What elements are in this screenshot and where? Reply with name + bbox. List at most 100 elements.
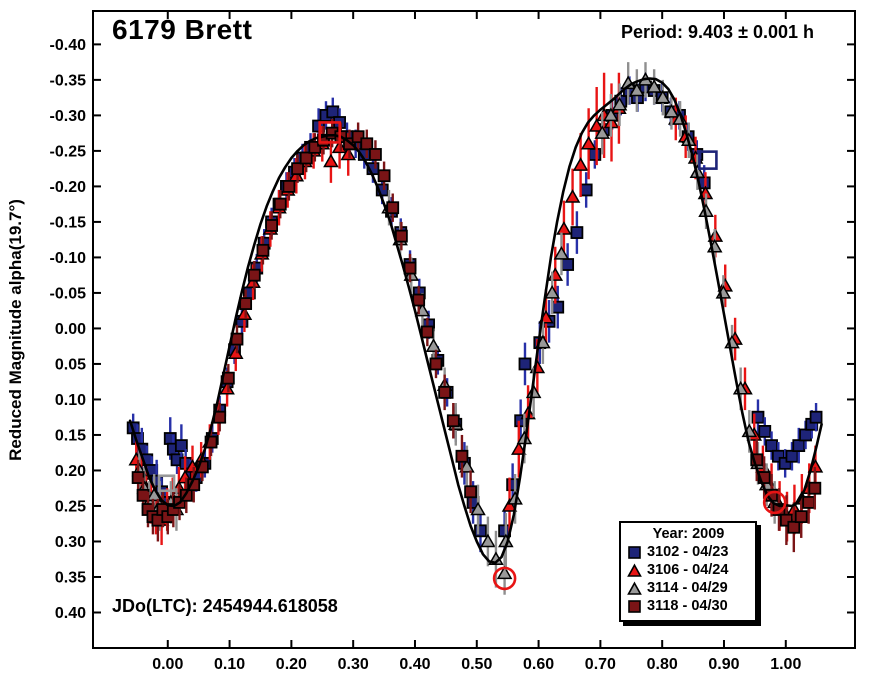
- legend-triangle-gray-icon: [627, 581, 642, 595]
- data-point-square: [446, 414, 460, 428]
- y-tick-label: 0.30: [55, 534, 86, 551]
- data-point-square: [551, 300, 565, 314]
- data-point-square: [808, 481, 822, 495]
- data-point-square: [514, 414, 528, 428]
- data-point-square: [403, 261, 417, 275]
- data-point-triangle: [340, 146, 357, 161]
- data-point-square: [809, 410, 823, 424]
- data-point-triangle: [501, 498, 518, 512]
- x-tick-label: 0.70: [585, 656, 616, 673]
- data-point-square: [579, 183, 593, 197]
- data-point-square: [794, 510, 808, 524]
- data-point-triangle: [580, 135, 597, 150]
- data-point-square: [771, 449, 785, 463]
- y-tick-label: 0.20: [55, 463, 86, 480]
- data-point-square: [282, 180, 296, 193]
- rejected-point-circle: [492, 566, 517, 591]
- plot-frame: [92, 10, 856, 649]
- x-tick-label: 0.30: [338, 656, 369, 673]
- data-point-square: [464, 485, 478, 499]
- data-point-square: [369, 148, 382, 161]
- data-point-triangle: [603, 107, 619, 122]
- fit-curve: [128, 77, 823, 565]
- data-point-square: [299, 151, 313, 165]
- data-point-square: [291, 162, 304, 176]
- data-point-triangle: [219, 380, 235, 395]
- data-point-triangle: [594, 125, 611, 139]
- legend-triangle-red-icon: [627, 563, 642, 577]
- data-point-square: [751, 410, 765, 424]
- data-point-triangle: [184, 458, 201, 473]
- legend-entry-label: 3106 - 04/24: [647, 562, 729, 578]
- y-tick-label: -0.10: [50, 250, 87, 267]
- x-tick-label: 0.40: [399, 656, 430, 673]
- data-point-square: [758, 425, 772, 438]
- data-point-square: [195, 460, 209, 474]
- y-tick-label: -0.40: [50, 37, 87, 54]
- data-point-square: [561, 258, 575, 271]
- data-point-triangle: [511, 441, 527, 455]
- data-point-square: [360, 137, 374, 151]
- y-tick-label: -0.20: [50, 179, 87, 196]
- y-tick-label: -0.25: [50, 143, 87, 160]
- x-tick-label: 0.50: [461, 656, 492, 673]
- legend-box: Year: 2009 3102 - 04/23 3106 - 04/24 311…: [619, 521, 757, 622]
- data-point-square: [429, 357, 443, 371]
- data-point-triangle: [245, 274, 261, 289]
- legend-year-title: Year: 2009: [652, 526, 725, 542]
- data-point-triangle: [663, 103, 680, 118]
- jdo-annotation: JDo(LTC): 2454944.618058: [112, 596, 338, 616]
- data-point-triangle: [496, 565, 513, 580]
- y-tick-label: 0.00: [55, 321, 86, 338]
- data-point-triangle: [572, 157, 589, 171]
- data-point-triangle: [236, 306, 253, 320]
- data-point-triangle: [588, 118, 605, 132]
- data-point-triangle: [331, 139, 348, 154]
- y-tick-label: 0.05: [55, 356, 86, 373]
- x-tick-label: 0.60: [523, 656, 554, 673]
- y-tick-label: 0.25: [55, 498, 86, 515]
- data-point-square: [802, 496, 816, 509]
- y-tick-label: 0.40: [55, 605, 86, 622]
- data-point-square: [317, 133, 330, 147]
- data-point-square: [326, 105, 340, 119]
- y-tick-label: -0.30: [50, 108, 87, 125]
- data-point-triangle: [553, 245, 570, 260]
- y-tick-label: 0.15: [55, 427, 86, 444]
- period-annotation: Period: 9.403 ± 0.001 h: [621, 22, 814, 42]
- rejected-point-square: [157, 474, 176, 493]
- data-point-square: [204, 435, 218, 449]
- x-tick-label: 0.10: [214, 656, 245, 673]
- data-point-triangle: [470, 501, 486, 516]
- data-point-square: [778, 456, 792, 470]
- data-point-square: [412, 293, 426, 307]
- plot-title: 6179 Brett: [112, 14, 253, 45]
- x-tick-label: 0.80: [647, 656, 678, 673]
- data-point-square: [570, 226, 584, 239]
- y-tick-label: -0.05: [50, 285, 87, 302]
- legend-entry: 3106 - 04/24: [627, 561, 750, 579]
- data-point-triangle: [459, 458, 475, 473]
- data-point-triangle: [480, 533, 496, 548]
- legend-entry: 3102 - 04/23: [627, 543, 750, 561]
- data-point-triangle: [425, 338, 442, 352]
- data-point-square: [799, 428, 812, 442]
- data-point-square: [785, 449, 799, 463]
- y-tick-label: -0.15: [50, 214, 87, 231]
- data-point-square: [438, 385, 452, 399]
- legend-entry-label: 3102 - 04/23: [647, 544, 729, 560]
- legend-entry-label: 3114 - 04/29: [647, 580, 728, 596]
- y-tick-label: 0.35: [55, 569, 86, 586]
- x-tick-label: 1.00: [770, 656, 801, 673]
- legend-entry-label: 3118 - 04/30: [647, 598, 728, 614]
- data-point-square: [474, 524, 487, 538]
- x-tick-label: 0.00: [152, 656, 183, 673]
- x-tick-label: 0.20: [276, 656, 307, 673]
- data-point-square: [308, 140, 322, 154]
- data-point-square: [394, 229, 408, 243]
- data-point-triangle: [547, 267, 564, 281]
- data-point-triangle: [556, 221, 572, 235]
- y-tick-label: 0.10: [55, 392, 86, 409]
- rejected-point-square: [698, 150, 718, 170]
- data-point-square: [256, 243, 270, 257]
